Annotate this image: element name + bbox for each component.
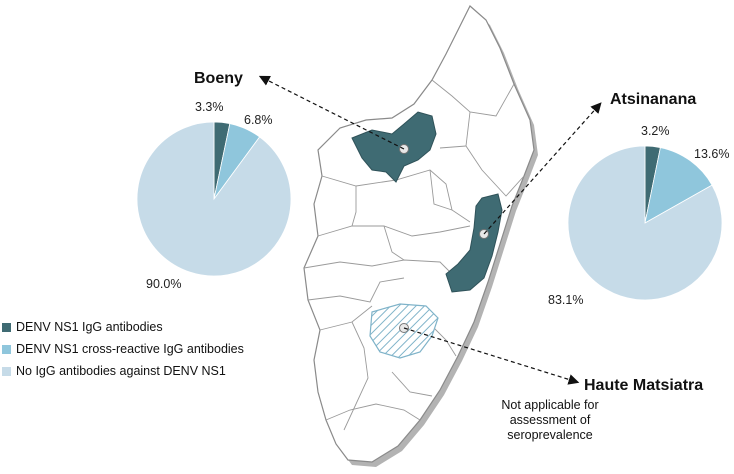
legend-item-none: No IgG antibodies against DENV NS1 [2, 360, 244, 382]
boeny-label: Boeny [194, 70, 243, 87]
region-borders [303, 79, 525, 431]
legend: DENV NS1 IgG antibodies DENV NS1 cross-r… [2, 316, 244, 382]
legend-label-igg: DENV NS1 IgG antibodies [16, 320, 163, 334]
atsinanana-pie-chart [567, 145, 723, 301]
note-line-3: seroprevalence [507, 428, 593, 442]
atsinanana-arrow [483, 102, 602, 235]
boeny-pie-slice-none [136, 121, 292, 277]
boeny-cross-pct-label: 6.8% [244, 113, 273, 127]
haute-matsiatra-note: Not applicable for assessment of seropre… [470, 398, 630, 443]
atsinanana-pie-slice-none [567, 145, 723, 301]
legend-swatch-none [2, 366, 11, 376]
legend-label-none: No IgG antibodies against DENV NS1 [16, 364, 226, 378]
legend-item-igg: DENV NS1 IgG antibodies [2, 316, 244, 338]
atsinanana-cross-pct-label: 13.6% [694, 147, 729, 161]
atsinanana-none-pct-label: 83.1% [548, 293, 583, 307]
legend-label-cross-reactive: DENV NS1 cross-reactive IgG antibodies [16, 342, 244, 356]
atsinanana-region [445, 193, 503, 293]
boeny-igg-pct-label: 3.3% [195, 100, 224, 114]
callout-arrows [258, 75, 602, 385]
note-line-1: Not applicable for [501, 398, 599, 412]
boeny-arrow [258, 75, 405, 150]
boeny-pie-chart [136, 121, 292, 277]
atsinanana-label: Atsinanana [610, 91, 696, 108]
haute-matsiatra-label: Haute Matsiatra [584, 377, 703, 394]
boeny-none-pct-label: 90.0% [146, 277, 181, 291]
haute-matsiatra-arrow [403, 327, 580, 385]
atsinanana-pie-slice-cross-reactive [644, 147, 713, 224]
legend-swatch-cross-reactive [2, 344, 11, 354]
note-line-2: assessment of [509, 413, 591, 427]
boeny-region [351, 111, 437, 183]
island-outline [303, 5, 535, 463]
madagascar-map [303, 5, 538, 467]
atsinanana-igg-pct-label: 3.2% [641, 124, 670, 138]
legend-swatch-igg [2, 322, 11, 332]
legend-item-cross-reactive: DENV NS1 cross-reactive IgG antibodies [2, 338, 244, 360]
